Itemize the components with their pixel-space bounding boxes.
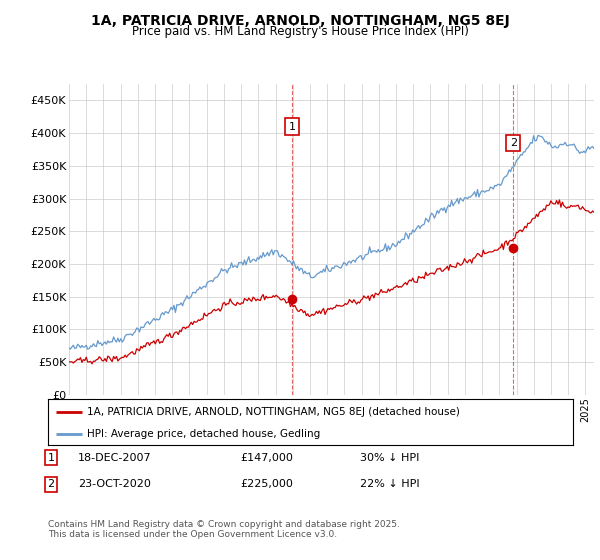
Text: £225,000: £225,000	[240, 479, 293, 489]
Text: 23-OCT-2020: 23-OCT-2020	[78, 479, 151, 489]
Text: 22% ↓ HPI: 22% ↓ HPI	[360, 479, 419, 489]
Text: Contains HM Land Registry data © Crown copyright and database right 2025.
This d: Contains HM Land Registry data © Crown c…	[48, 520, 400, 539]
Text: 18-DEC-2007: 18-DEC-2007	[78, 452, 152, 463]
Text: HPI: Average price, detached house, Gedling: HPI: Average price, detached house, Gedl…	[88, 429, 320, 438]
Text: 30% ↓ HPI: 30% ↓ HPI	[360, 452, 419, 463]
Text: 1A, PATRICIA DRIVE, ARNOLD, NOTTINGHAM, NG5 8EJ (detached house): 1A, PATRICIA DRIVE, ARNOLD, NOTTINGHAM, …	[88, 407, 460, 417]
Text: £147,000: £147,000	[240, 452, 293, 463]
Text: 2: 2	[510, 138, 517, 148]
Text: 1: 1	[289, 122, 296, 132]
Text: Price paid vs. HM Land Registry's House Price Index (HPI): Price paid vs. HM Land Registry's House …	[131, 25, 469, 38]
Text: 1A, PATRICIA DRIVE, ARNOLD, NOTTINGHAM, NG5 8EJ: 1A, PATRICIA DRIVE, ARNOLD, NOTTINGHAM, …	[91, 14, 509, 28]
Text: 1: 1	[47, 452, 55, 463]
Text: 2: 2	[47, 479, 55, 489]
